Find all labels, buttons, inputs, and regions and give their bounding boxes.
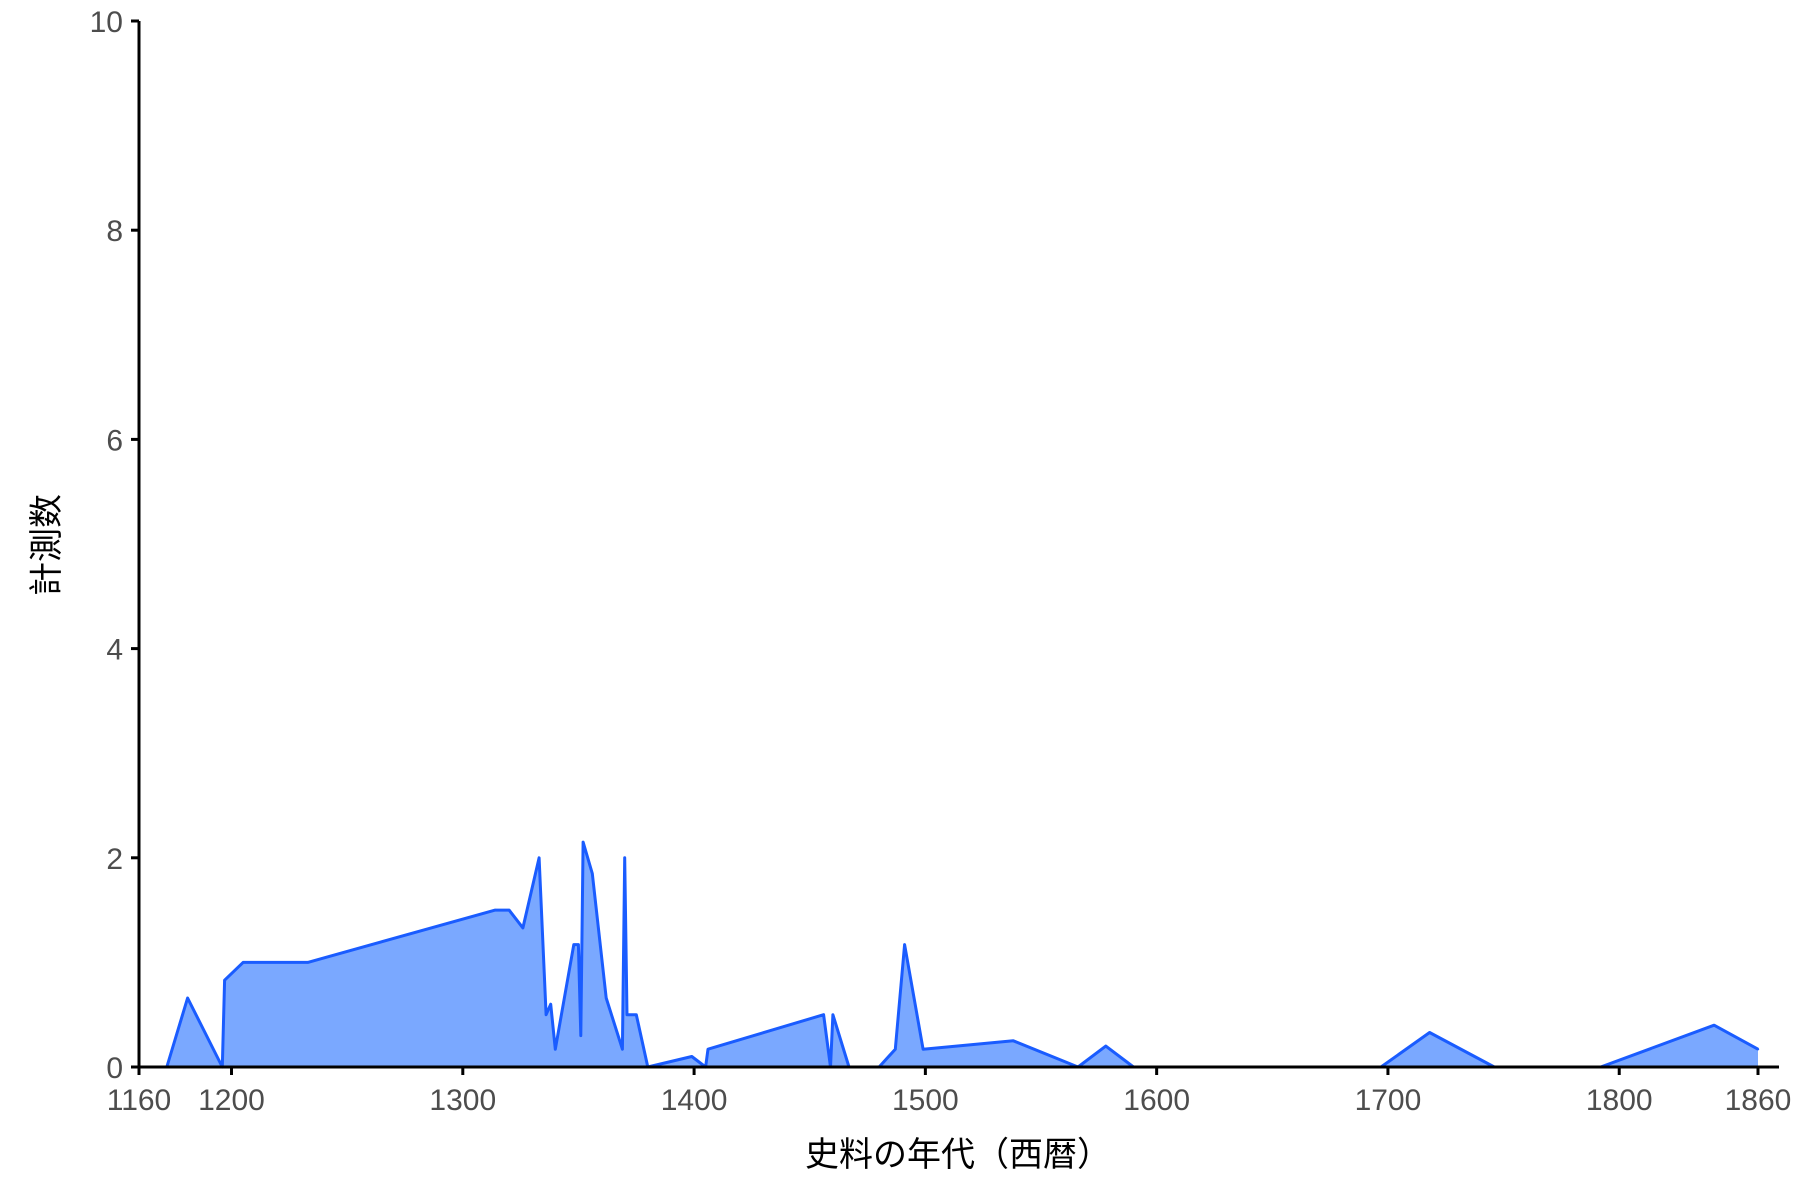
x-tick-label: 1700 bbox=[1355, 1084, 1422, 1117]
x-tick-label: 1160 bbox=[107, 1084, 172, 1117]
plot-area bbox=[165, 840, 1760, 1069]
data-point bbox=[591, 872, 594, 875]
data-point bbox=[921, 1048, 925, 1051]
data-point bbox=[306, 961, 309, 964]
data-point bbox=[690, 1055, 693, 1058]
data-point bbox=[507, 908, 511, 912]
data-point bbox=[1712, 1023, 1716, 1027]
y-axis-title: 計測数 bbox=[27, 494, 67, 596]
y-tick-label: 0 bbox=[106, 1052, 123, 1085]
data-point bbox=[581, 840, 585, 844]
y-ticks: 0 2 4 6 8 10 bbox=[90, 6, 139, 1085]
data-point bbox=[706, 1048, 710, 1051]
data-point bbox=[1756, 1048, 1760, 1051]
data-point bbox=[605, 996, 608, 1000]
data-point bbox=[577, 943, 580, 946]
x-tick-label: 1600 bbox=[1123, 1084, 1190, 1117]
data-point bbox=[635, 1013, 638, 1016]
data-point bbox=[579, 1034, 582, 1037]
data-point bbox=[1428, 1031, 1431, 1034]
data-point bbox=[223, 979, 226, 982]
data-point bbox=[623, 856, 626, 859]
data-point bbox=[494, 908, 497, 912]
x-tick-label: 1400 bbox=[661, 1084, 728, 1117]
data-point bbox=[831, 1013, 835, 1016]
data-point bbox=[894, 1048, 897, 1051]
x-ticks: 1160 1200 1300 1400 1500 1600 1700 1800 1860 bbox=[107, 1067, 1792, 1117]
area-fill bbox=[166, 842, 1758, 1067]
data-point bbox=[544, 1013, 548, 1016]
x-tick-label: 1800 bbox=[1586, 1084, 1653, 1117]
data-point bbox=[186, 996, 189, 1000]
data-point bbox=[903, 943, 906, 946]
data-point bbox=[241, 961, 245, 964]
data-point bbox=[1012, 1039, 1015, 1043]
data-point bbox=[572, 943, 575, 946]
data-point bbox=[621, 1048, 624, 1051]
y-tick-label: 4 bbox=[106, 634, 123, 667]
data-point bbox=[554, 1048, 557, 1051]
y-tick-label: 10 bbox=[90, 6, 123, 39]
x-tick-label: 1500 bbox=[892, 1084, 959, 1117]
data-point bbox=[822, 1013, 825, 1016]
data-point bbox=[625, 1013, 629, 1016]
x-tick-label: 1300 bbox=[429, 1084, 496, 1117]
data-point bbox=[521, 926, 525, 930]
data-point bbox=[1104, 1044, 1108, 1048]
axes bbox=[137, 21, 1779, 1069]
x-tick-label: 1860 bbox=[1725, 1084, 1792, 1117]
y-tick-label: 6 bbox=[106, 424, 123, 457]
x-tick-label: 1200 bbox=[198, 1084, 265, 1117]
y-tick-label: 8 bbox=[106, 215, 123, 248]
data-point bbox=[537, 856, 541, 859]
y-tick-label: 2 bbox=[106, 843, 123, 876]
data-point bbox=[549, 1003, 552, 1006]
x-axis-title: 史料の年代（西暦） bbox=[805, 1135, 1111, 1175]
